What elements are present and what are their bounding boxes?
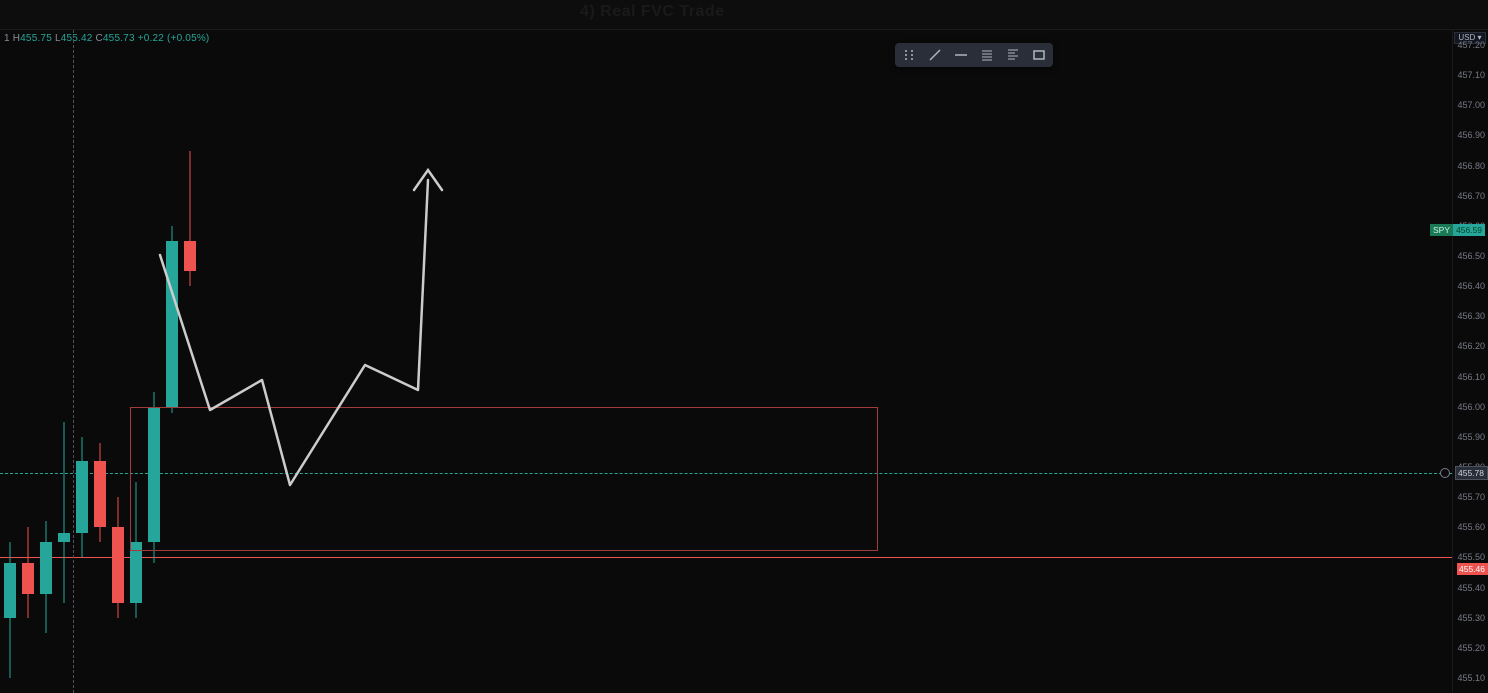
cursor-price-badge: 455.78: [1455, 466, 1488, 480]
price-tick: 457.00: [1457, 100, 1485, 110]
top-bar: 4) Real FVC Trade: [0, 0, 1488, 30]
price-tick: 455.10: [1457, 673, 1485, 683]
trend-line-icon[interactable]: [923, 45, 947, 65]
drawing-toolbar[interactable]: [895, 43, 1053, 67]
price-tick: 455.20: [1457, 643, 1485, 653]
candle: [148, 30, 160, 693]
rect-icon[interactable]: [1027, 45, 1051, 65]
price-axis[interactable]: USD ▾ 457.20457.10457.00456.90456.80456.…: [1452, 30, 1488, 693]
candle: [130, 30, 142, 693]
price-tick: 456.80: [1457, 161, 1485, 171]
price-tick: 456.40: [1457, 281, 1485, 291]
candle: [166, 30, 178, 693]
candle: [58, 30, 70, 693]
price-tick: 456.90: [1457, 130, 1485, 140]
chart-canvas[interactable]: 1 H455.75 L455.42 C455.73 +0.22 (+0.05%): [0, 30, 1452, 693]
price-tick: 455.90: [1457, 432, 1485, 442]
price-tick: 457.10: [1457, 70, 1485, 80]
price-tick: 455.30: [1457, 613, 1485, 623]
price-tick: 456.30: [1457, 311, 1485, 321]
alert-price-badge: 455.46: [1457, 563, 1488, 575]
candle: [184, 30, 196, 693]
price-tick: 455.50: [1457, 552, 1485, 562]
crosshair-vertical: [73, 30, 74, 693]
candle: [76, 30, 88, 693]
price-tick: 455.60: [1457, 522, 1485, 532]
live-price-badge: SPY456.59: [1428, 223, 1488, 237]
fib-icon[interactable]: [975, 45, 999, 65]
fib-ext-icon[interactable]: [1001, 45, 1025, 65]
candle: [94, 30, 106, 693]
hline-icon[interactable]: [949, 45, 973, 65]
price-tick: 456.20: [1457, 341, 1485, 351]
price-tick: 455.70: [1457, 492, 1485, 502]
drag-icon[interactable]: [897, 45, 921, 65]
price-tick: 456.10: [1457, 372, 1485, 382]
price-tick: 456.00: [1457, 402, 1485, 412]
candle: [40, 30, 52, 693]
price-tick: 455.40: [1457, 583, 1485, 593]
fvg-zone-box[interactable]: [130, 407, 878, 552]
price-tick: 457.20: [1457, 40, 1485, 50]
price-tick: 456.50: [1457, 251, 1485, 261]
candle: [4, 30, 16, 693]
candle: [112, 30, 124, 693]
candle: [22, 30, 34, 693]
page-title-shadow: 4) Real FVC Trade: [580, 3, 725, 21]
price-tick: 456.70: [1457, 191, 1485, 201]
